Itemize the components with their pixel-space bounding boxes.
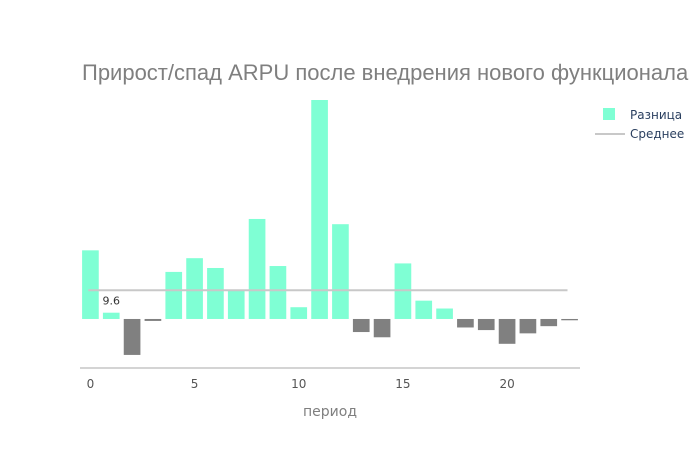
bar-2[interactable] [123, 318, 141, 355]
bar-18[interactable] [457, 318, 474, 328]
x-tick-label: 15 [395, 377, 410, 391]
bar-13[interactable] [352, 318, 370, 333]
bar-9[interactable] [269, 266, 287, 319]
bar-21[interactable] [519, 318, 537, 334]
x-tick-label: 10 [291, 377, 306, 391]
annotations: 9.6 [103, 295, 121, 308]
bar-22[interactable] [540, 318, 558, 327]
bar-11[interactable] [311, 100, 328, 319]
x-tick-label: 5 [191, 377, 199, 391]
legend-label-bars: Разница [630, 108, 682, 122]
x-ticks: 0 5 10 15 20 [87, 377, 515, 391]
bar-8[interactable] [248, 218, 266, 319]
bar-14[interactable] [373, 318, 391, 338]
bar-5[interactable] [186, 258, 203, 319]
data-label: 9.6 [103, 295, 121, 308]
chart-title: Прирост/спад ARPU после внедрения нового… [82, 60, 689, 85]
bar-4[interactable] [165, 271, 183, 319]
bar-17[interactable] [436, 308, 453, 319]
legend-swatch-bars [603, 108, 615, 120]
bar-23[interactable] [561, 318, 578, 321]
bar-10[interactable] [290, 307, 308, 319]
legend[interactable]: Разница Среднее [595, 108, 684, 141]
bar-19[interactable] [477, 318, 495, 331]
bar-6[interactable] [207, 267, 224, 319]
x-tick-label: 0 [87, 377, 95, 391]
bar-3[interactable] [144, 318, 162, 321]
bar-12[interactable] [332, 224, 349, 319]
legend-label-mean: Среднее [630, 127, 684, 141]
bar-0[interactable] [82, 250, 99, 319]
bar-7[interactable] [227, 290, 245, 319]
bar-1[interactable] [102, 312, 120, 319]
bar-20[interactable] [498, 318, 516, 344]
bars-layer [82, 100, 578, 355]
x-tick-label: 20 [499, 377, 514, 391]
x-axis-title: период [303, 404, 357, 420]
bar-16[interactable] [415, 300, 433, 319]
